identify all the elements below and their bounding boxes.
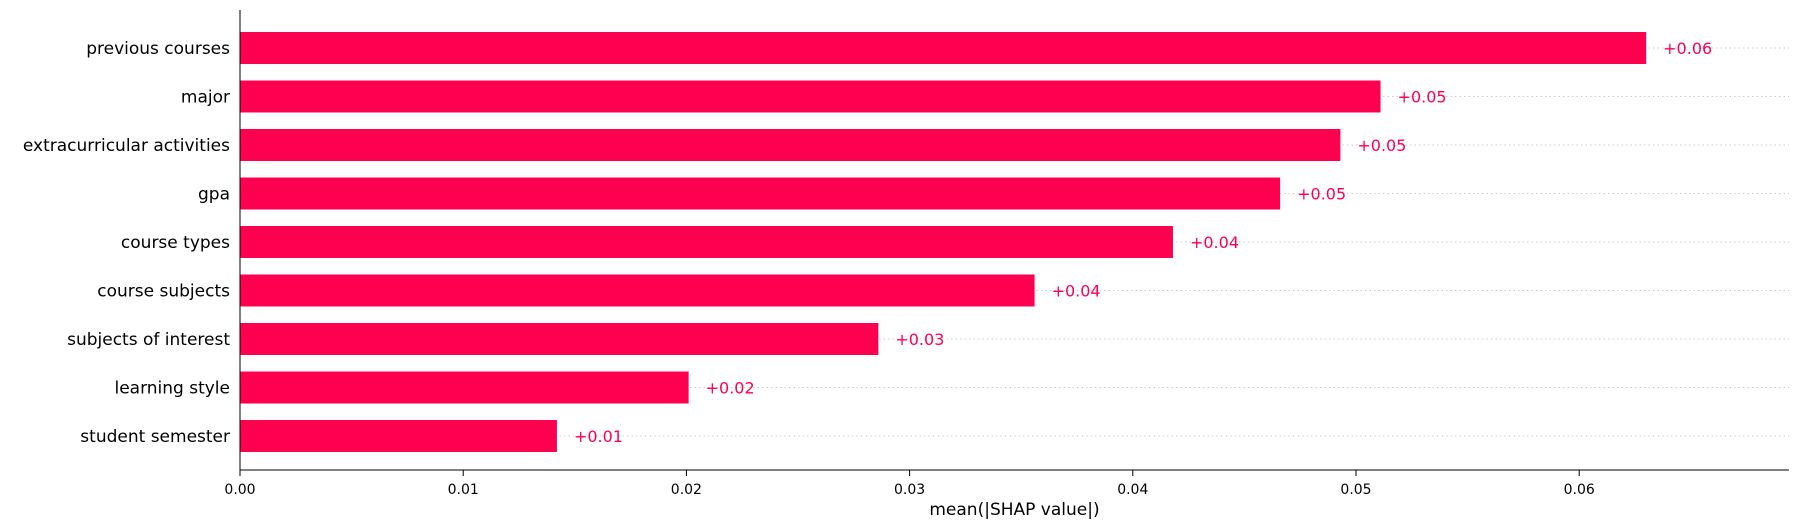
x-tick-label: 0.02 <box>671 482 702 498</box>
value-label: +0.05 <box>1398 88 1447 107</box>
feature-label: course subjects <box>97 282 230 302</box>
value-label: +0.04 <box>1052 282 1101 301</box>
value-label: +0.06 <box>1663 39 1712 58</box>
x-tick-label: 0.04 <box>1117 482 1148 498</box>
x-tick-label: 0.06 <box>1564 482 1595 498</box>
feature-label: subjects of interest <box>67 330 230 350</box>
x-axis-title: mean(|SHAP value|) <box>929 500 1099 520</box>
x-tick-label: 0.03 <box>894 482 925 498</box>
bars <box>240 32 1647 452</box>
feature-label: major <box>181 88 230 108</box>
feature-label: course types <box>121 233 230 253</box>
value-label: +0.05 <box>1297 185 1346 204</box>
bar <box>240 32 1647 64</box>
value-label: +0.01 <box>574 427 623 446</box>
feature-label: gpa <box>198 185 230 205</box>
axes <box>239 10 1789 471</box>
bar <box>240 420 557 452</box>
value-labels: +0.06 +0.05 +0.05 +0.05 +0.04 +0.04 +0.03 +0.02… <box>574 39 1712 446</box>
feature-label: learning style <box>114 379 230 399</box>
feature-label: extracurricular activities <box>23 136 230 156</box>
x-tick-label: 0.05 <box>1340 482 1371 498</box>
value-label: +0.02 <box>706 379 755 398</box>
bar <box>240 226 1173 258</box>
bar <box>240 371 689 404</box>
bar <box>240 80 1381 113</box>
bar <box>240 274 1035 307</box>
feature-label: previous courses <box>86 39 230 59</box>
feature-labels: previous courses major extracurricular act… <box>23 39 230 447</box>
x-axis-ticks: 0.00 0.01 0.02 0.03 0.04 0.05 0.06 <box>224 470 1595 498</box>
bar <box>240 323 879 355</box>
value-label: +0.05 <box>1357 136 1406 155</box>
feature-label: student semester <box>80 427 230 447</box>
x-tick-label: 0.00 <box>224 482 255 498</box>
bar <box>240 177 1281 210</box>
bar <box>240 129 1341 161</box>
value-label: +0.03 <box>895 330 944 349</box>
x-tick-label: 0.01 <box>448 482 479 498</box>
value-label: +0.04 <box>1190 233 1239 252</box>
